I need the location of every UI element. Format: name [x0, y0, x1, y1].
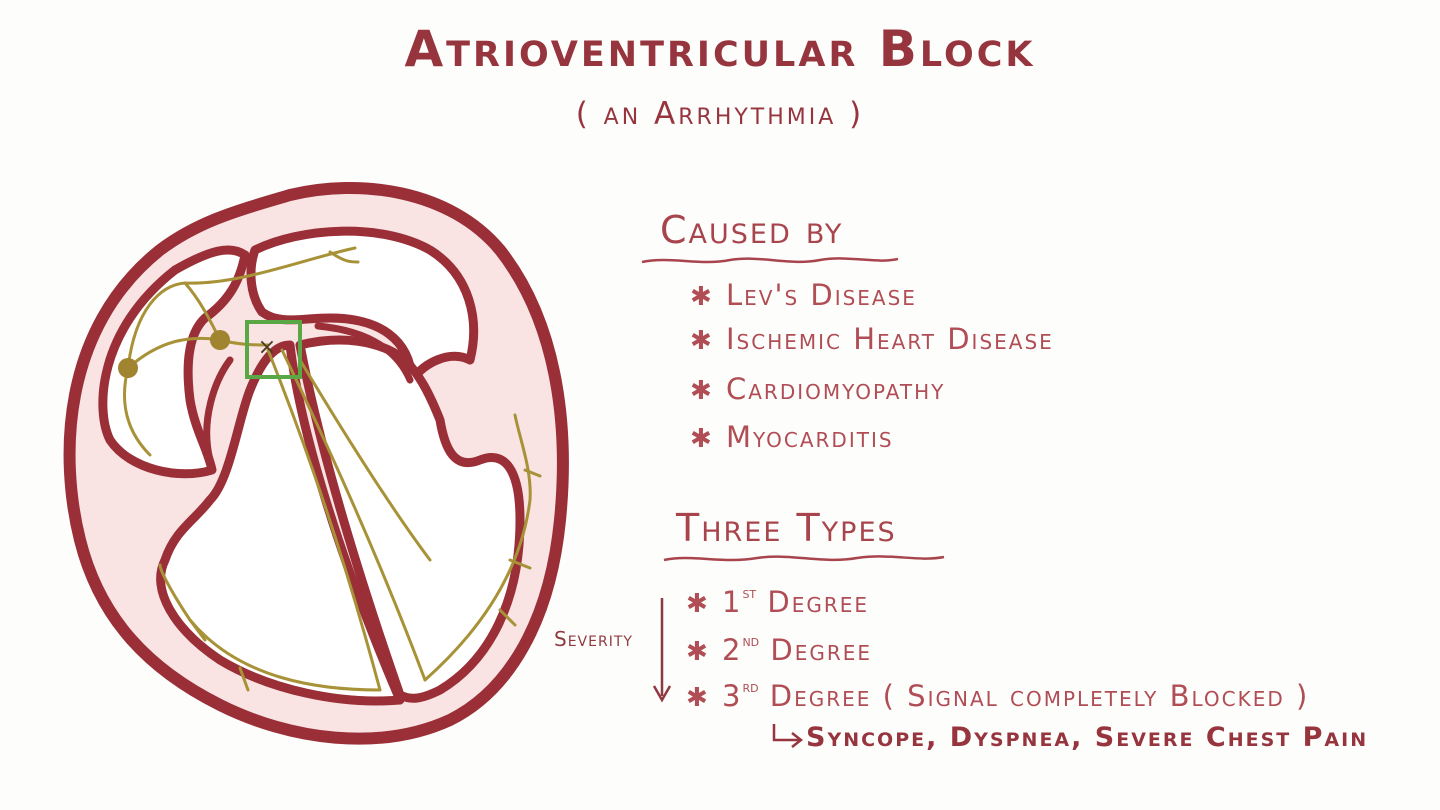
mitral-leaflet: [314, 322, 414, 384]
left-bundle-branch: [280, 348, 427, 682]
page-subtitle: ( an Arrhythmia ): [575, 96, 865, 132]
sa-node: [118, 358, 138, 378]
purkinje-twig: [508, 558, 532, 570]
three-types-heading: Three Types: [676, 506, 897, 550]
tricuspid-leaflet: [203, 356, 234, 464]
asterisk-icon: ✱: [686, 589, 710, 619]
right-ventricle: [156, 340, 405, 706]
cause-item: ✱ Lev's Disease: [690, 278, 917, 312]
bundle-of-his: [266, 348, 382, 692]
sequelae-line: Syncope, Dyspnea, Severe Chest Pain: [768, 722, 1368, 753]
purkinje-fibers-left: [423, 413, 532, 682]
cause-item: ✱ Cardiomyopathy: [690, 372, 946, 406]
av-node: [210, 330, 230, 350]
left-bundle-branch: [298, 358, 432, 562]
asterisk-icon: ✱: [690, 424, 714, 454]
severity-label: Severity: [554, 627, 633, 651]
caused-by-underline: [641, 257, 899, 264]
caused-by-heading: Caused by: [660, 208, 844, 252]
asterisk-icon: ✱: [690, 376, 714, 406]
type-item-2: ✱ 2nd Degree: [686, 632, 873, 667]
av-block-highlight-box: [245, 320, 302, 379]
heart-diagram: ×: [63, 181, 569, 745]
purkinje-twig: [188, 618, 207, 642]
asterisk-icon: ✱: [686, 637, 710, 667]
left-ventricle: [295, 335, 525, 703]
cause-item: ✱ Ischemic Heart Disease: [690, 322, 1054, 356]
type-item-3: ✱ 3rd Degree ( Signal completely Blocked …: [686, 678, 1310, 713]
right-atrium: [98, 245, 250, 479]
bachmann-branch: [328, 250, 360, 264]
page-title: Atrioventricular Block: [404, 20, 1036, 78]
bachmann-bundle: [183, 246, 357, 285]
hook-arrow-icon: [772, 724, 804, 748]
purkinje-fibers-right: [158, 563, 382, 692]
cause-item: ✱ Myocarditis: [690, 420, 894, 454]
asterisk-icon: ✱: [686, 683, 710, 713]
severity-down-arrow-icon: [652, 598, 672, 703]
three-types-underline: [663, 555, 945, 562]
asterisk-icon: ✱: [690, 326, 714, 356]
block-marker: ×: [258, 335, 276, 360]
purkinje-twig: [523, 468, 542, 478]
type-item-1: ✱ 1st Degree: [686, 584, 870, 619]
purkinje-twig: [498, 608, 517, 627]
asterisk-icon: ✱: [690, 282, 714, 312]
purkinje-twig: [238, 666, 250, 692]
